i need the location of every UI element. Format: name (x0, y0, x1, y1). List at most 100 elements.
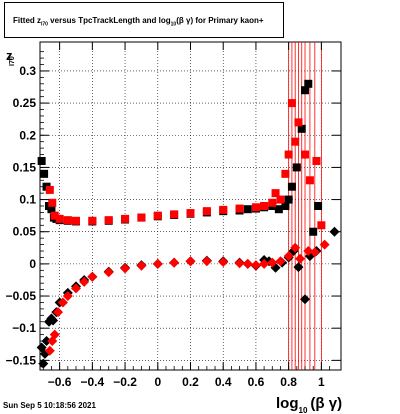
y-axis-label: z (6, 48, 13, 63)
diamond-marker (275, 256, 286, 267)
y-tick-label: 0.3 (19, 64, 36, 78)
title-suffix: (β γ) for Primary kaon+ (176, 16, 264, 25)
title-prefix-sub: I70 (41, 21, 48, 28)
diamond-marker (49, 329, 60, 340)
x-axis-label: log10 (β γ) (276, 395, 342, 414)
timestamp-footer: Sun Sep 5 10:18:56 2021 (3, 401, 96, 410)
x-tick-label: 0.2 (182, 375, 199, 389)
square-marker (271, 189, 280, 198)
square-marker (137, 213, 146, 222)
square-marker (317, 221, 326, 230)
square-marker (219, 205, 228, 214)
square-marker (314, 202, 323, 210)
square-marker (47, 205, 56, 214)
title-middle: versus TpcTrackLength and log (47, 16, 171, 25)
x-tick-label: −0.4 (80, 375, 104, 389)
diamond-marker (62, 291, 73, 302)
square-marker (294, 118, 303, 127)
square-marker (71, 216, 80, 225)
title-log-sub: 10 (170, 21, 177, 28)
square-marker (235, 204, 244, 213)
diamond-marker (38, 358, 49, 369)
square-marker (153, 211, 162, 220)
square-marker (301, 86, 310, 95)
square-marker (287, 182, 296, 191)
square-marker (88, 216, 97, 225)
y-tick-label: −0.05 (6, 289, 37, 303)
square-marker (287, 99, 296, 108)
square-marker (292, 163, 301, 172)
square-marker (251, 203, 260, 212)
title-box: Fitted zI70 versus TpcTrackLength and lo… (4, 2, 284, 38)
diamond-marker (169, 257, 180, 268)
diamond-marker (103, 267, 114, 278)
x-axis-label-sub: 10 (299, 406, 308, 414)
x-tick-label: 0 (154, 375, 161, 389)
diamond-marker (259, 258, 270, 269)
square-marker (55, 214, 64, 223)
diamond-marker (267, 257, 278, 268)
y-tick-label: 0 (29, 257, 36, 271)
square-marker (281, 169, 290, 178)
diamond-marker (300, 294, 311, 305)
square-marker (104, 216, 113, 225)
square-marker (297, 124, 306, 133)
square-marker (121, 214, 130, 223)
square-marker (284, 150, 293, 159)
square-marker (268, 198, 277, 207)
diamond-marker (295, 253, 306, 264)
diamond-marker (152, 258, 163, 269)
plot-frame (39, 41, 342, 371)
diamond-marker (52, 307, 63, 318)
x-tick-label: 0.6 (248, 375, 265, 389)
diamond-marker (136, 260, 147, 271)
square-marker (281, 202, 290, 210)
square-marker (48, 198, 57, 207)
square-marker (291, 137, 300, 146)
square-marker (186, 209, 195, 218)
diamond-marker (309, 247, 320, 258)
error-bars (288, 42, 322, 370)
y-axis-label-sub: I70 (9, 56, 16, 66)
diamond-marker (290, 242, 301, 253)
diamond-marker (87, 271, 98, 282)
square-marker (276, 195, 285, 204)
diamond-marker (57, 297, 68, 308)
axes: −0.6 −0.4 −0.2 0 0.2 0.4 0.6 0.8 1 −0.15 −0.1 −0.05… (6, 42, 341, 389)
y-tick-label: 0.05 (13, 225, 37, 239)
diamond-marker (283, 251, 294, 262)
diamond-marker (242, 258, 253, 269)
x-tick-label: 1 (318, 375, 325, 389)
diamond-marker (185, 256, 196, 267)
title-prefix: Fitted z (13, 16, 41, 25)
y-tick-label: −0.15 (6, 353, 37, 367)
y-tick-label: 0.2 (19, 128, 36, 142)
diamond-marker (70, 283, 81, 294)
chart-title: Fitted zI70 versus TpcTrackLength and lo… (13, 16, 264, 28)
x-tick-label: −0.2 (113, 375, 137, 389)
square-marker (50, 211, 59, 220)
diamond-marker (250, 260, 261, 271)
diamond-marker (41, 336, 52, 347)
square-marker (284, 195, 293, 204)
x-tick-label: 0.4 (215, 375, 232, 389)
x-axis-label-log: log (276, 395, 299, 412)
square-marker (63, 216, 72, 225)
square-marker (243, 205, 252, 214)
square-marker (304, 79, 313, 88)
y-tick-label: 0.1 (19, 193, 36, 207)
square-marker (45, 185, 54, 194)
diamond-marker (120, 263, 131, 274)
square-marker (305, 176, 314, 185)
x-tick-label: 0.8 (280, 375, 297, 389)
data-markers (36, 79, 340, 369)
square-marker (274, 205, 283, 214)
diamond-marker (234, 258, 245, 269)
x-axis-label-suffix: (β γ) (310, 395, 342, 412)
y-tick-label: 0.15 (13, 160, 37, 174)
square-marker (301, 150, 310, 159)
diamond-marker (79, 276, 90, 287)
diamond-marker (44, 345, 55, 356)
diamond-marker (218, 256, 229, 267)
